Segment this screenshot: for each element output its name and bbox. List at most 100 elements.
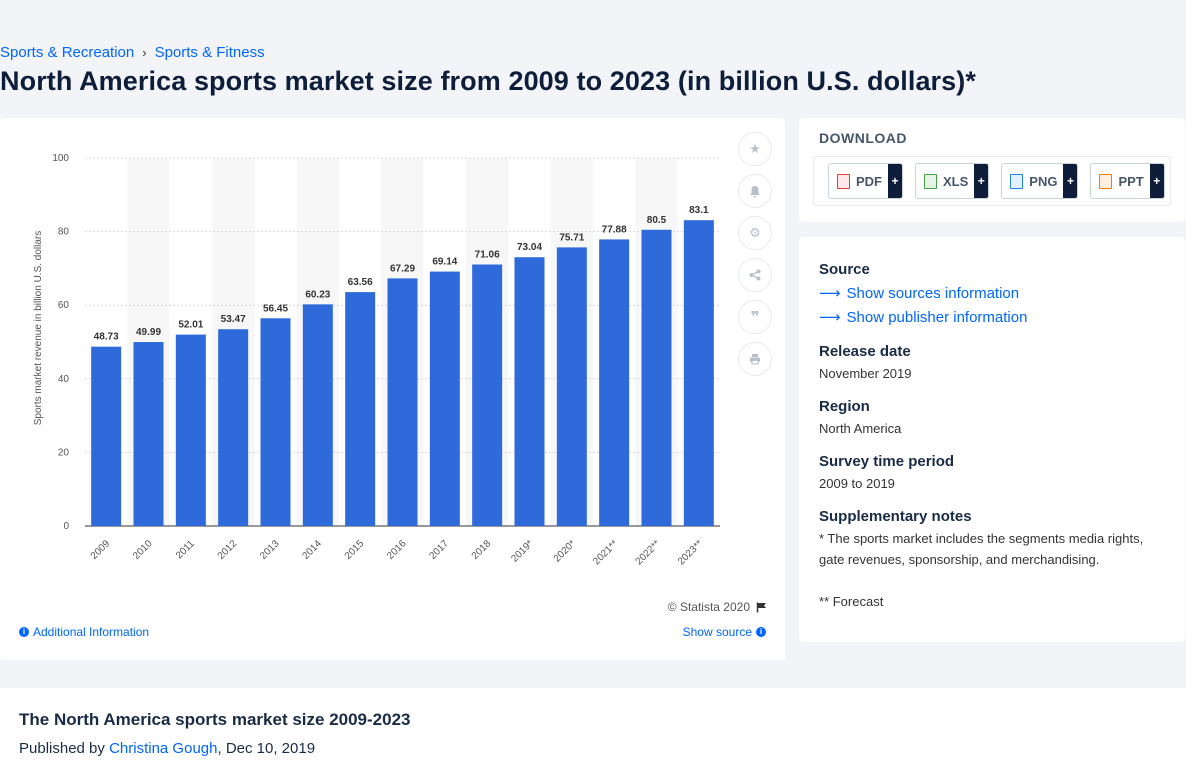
x-tick-label: 2017 xyxy=(427,538,451,562)
ppt-file-icon xyxy=(1099,173,1113,189)
show-publisher-label: Show publisher information xyxy=(846,308,1028,326)
x-tick-label: 2009 xyxy=(89,538,113,562)
x-tick-label: 2023** xyxy=(676,538,705,567)
supplementary-note-1: * The sports market includes the segment… xyxy=(819,531,1144,567)
data-label: 75.71 xyxy=(559,232,584,243)
share-icon[interactable] xyxy=(738,258,772,292)
xls-file-icon xyxy=(924,173,937,189)
bar xyxy=(91,346,122,526)
release-date-heading: Release date xyxy=(819,343,911,360)
copyright-notice: © Statista 2020 xyxy=(668,600,767,614)
x-tick-label: 2021** xyxy=(591,538,620,567)
bell-icon[interactable] xyxy=(738,174,772,208)
chart-card: 0 20 40 60 80 100 Sports market revenue in bil… xyxy=(0,118,785,660)
gear-icon[interactable]: ⚙ xyxy=(738,216,772,250)
release-date-value: November 2019 xyxy=(819,366,912,381)
download-png-button[interactable]: PNG + xyxy=(1001,163,1079,199)
x-tick-label: 2018 xyxy=(470,538,494,562)
data-label: 63.56 xyxy=(348,277,373,288)
star-icon[interactable]: ★ xyxy=(738,132,772,166)
show-sources-link[interactable]: ⟶ Show sources information xyxy=(819,284,1020,303)
bar xyxy=(683,220,714,526)
additional-information-label: Additional Information xyxy=(33,625,150,639)
description-card: The North America sports market size 200… xyxy=(0,688,1186,760)
bar xyxy=(472,264,503,526)
info-icon: i xyxy=(19,627,29,637)
bar xyxy=(514,257,545,526)
x-tick-label: 2019* xyxy=(509,538,535,564)
data-label: 52.01 xyxy=(178,320,203,331)
data-label: 60.23 xyxy=(305,289,330,300)
survey-period-value: 2009 to 2019 xyxy=(819,476,895,491)
show-publisher-link[interactable]: ⟶ Show publisher information xyxy=(819,308,1028,327)
y-tick-label: 0 xyxy=(63,521,69,532)
show-sources-label: Show sources information xyxy=(846,284,1020,302)
png-file-icon xyxy=(1010,173,1024,189)
bar xyxy=(429,271,460,526)
bar-chart: 0 20 40 60 80 100 Sports market revenue in bil… xyxy=(33,153,720,567)
breadcrumb-sports-recreation[interactable]: Sports & Recreation xyxy=(0,44,135,61)
bar xyxy=(345,292,376,526)
y-axis-title: Sports market revenue in billion U.S. do… xyxy=(33,231,44,426)
bar xyxy=(302,304,333,526)
plus-icon: + xyxy=(888,164,902,198)
data-label: 73.04 xyxy=(517,242,542,253)
x-tick-label: 2022** xyxy=(634,538,663,567)
metadata-card: Source ⟶ Show sources information ⟶ Show… xyxy=(799,237,1185,642)
show-source-label: Show source xyxy=(682,625,752,639)
quote-icon[interactable]: ❞ xyxy=(738,300,772,334)
bar xyxy=(218,329,249,526)
show-source-link[interactable]: Show source i xyxy=(683,625,766,639)
plus-icon: + xyxy=(1149,164,1164,198)
download-ppt-button[interactable]: PPT + xyxy=(1090,163,1165,199)
page-title: North America sports market size from 20… xyxy=(0,66,976,96)
published-by-label: Published by xyxy=(19,740,105,757)
breadcrumb-sports-fitness[interactable]: Sports & Fitness xyxy=(154,44,265,61)
info-icon: i xyxy=(756,627,766,637)
copyright-text: © Statista 2020 xyxy=(667,600,750,614)
x-tick-label: 2015 xyxy=(343,538,367,562)
data-label: 56.45 xyxy=(263,303,288,314)
breadcrumb: Sports & Recreation › Sports & Fitness xyxy=(0,44,265,61)
description-title: The North America sports market size 200… xyxy=(19,710,411,729)
supplementary-notes-heading: Supplementary notes xyxy=(819,508,972,525)
data-label: 48.73 xyxy=(94,332,119,343)
data-label: 80.5 xyxy=(647,215,667,226)
download-buttons: PDF + XLS + PNG + PPT + xyxy=(813,156,1171,206)
arrow-right-icon: ⟶ xyxy=(819,309,841,326)
x-tick-label: 2012 xyxy=(216,538,240,562)
author-link[interactable]: Christina Gough xyxy=(109,740,218,757)
print-icon[interactable] xyxy=(738,342,772,376)
bar xyxy=(641,229,672,526)
download-png-label: PNG xyxy=(1029,173,1058,189)
y-tick-label: 60 xyxy=(58,300,70,311)
x-tick-label: 2011 xyxy=(174,538,197,561)
bar xyxy=(260,318,291,526)
x-tick-label: 2010 xyxy=(131,538,155,562)
data-label: 49.99 xyxy=(136,327,161,338)
flag-icon[interactable] xyxy=(756,602,767,613)
y-tick-label: 80 xyxy=(58,227,70,238)
x-tick-label: 2020* xyxy=(552,538,578,564)
arrow-right-icon: ⟶ xyxy=(819,285,841,302)
bar xyxy=(387,278,418,526)
top-bar xyxy=(0,0,1186,36)
download-xls-label: XLS xyxy=(943,173,969,189)
bar xyxy=(175,334,206,526)
bar xyxy=(133,342,164,526)
published-date: , Dec 10, 2019 xyxy=(217,740,316,757)
data-label: 67.29 xyxy=(390,263,415,274)
bar xyxy=(599,239,630,526)
data-label: 83.1 xyxy=(689,205,709,216)
download-pdf-label: PDF xyxy=(856,173,882,189)
y-tick-label: 100 xyxy=(52,153,69,164)
chart-toolbar: ★ ⚙ ❞ xyxy=(738,132,772,376)
download-title: DOWNLOAD xyxy=(819,130,907,146)
pdf-file-icon xyxy=(837,173,850,189)
bar xyxy=(556,247,587,526)
download-xls-button[interactable]: XLS + xyxy=(915,163,990,199)
download-pdf-button[interactable]: PDF + xyxy=(828,163,903,199)
download-ppt-label: PPT xyxy=(1118,173,1144,189)
data-label: 71.06 xyxy=(475,249,500,260)
additional-information-link[interactable]: i Additional Information xyxy=(19,625,149,639)
